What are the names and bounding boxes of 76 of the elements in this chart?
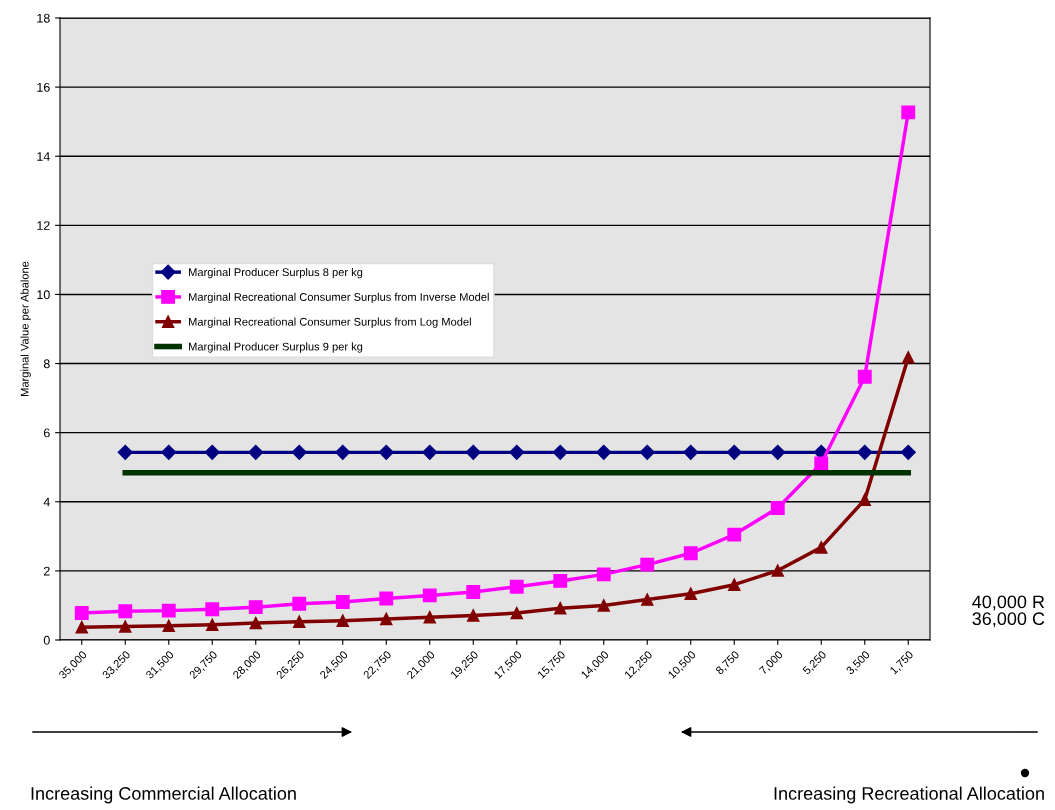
legend-label: Marginal Producer Surplus 9 per kg: [189, 342, 363, 353]
legend-label: Marginal Producer Surplus 8 per kg: [189, 267, 363, 279]
point: [597, 599, 611, 612]
point: [639, 444, 655, 460]
point: [335, 595, 350, 609]
text: Increasing Recreational Allocation: [774, 786, 1044, 804]
point: [683, 444, 699, 460]
point: [291, 444, 307, 460]
point: [553, 601, 567, 615]
point: [857, 369, 872, 384]
point: [161, 444, 177, 460]
point: [249, 616, 263, 630]
point: [553, 573, 568, 588]
point: [118, 604, 133, 619]
legend-label: Marginal Recreational Consumer Surplus from Log Model: [189, 317, 471, 328]
point: [727, 578, 741, 591]
point: [335, 444, 351, 460]
point: [161, 603, 176, 618]
point: [248, 600, 263, 615]
point: [640, 593, 654, 606]
point: [466, 585, 481, 599]
point: [75, 620, 89, 634]
point: [640, 557, 655, 572]
point: [901, 105, 916, 120]
point: [422, 444, 438, 460]
y-tick-label: 8: [43, 359, 50, 369]
point: [814, 456, 829, 471]
y-tick-label: 4: [43, 497, 50, 507]
point: [771, 564, 785, 577]
legend-label: Marginal Recreational Consumer Surplus from Inverse Model: [189, 292, 489, 304]
point: [770, 444, 786, 460]
point: [858, 493, 872, 506]
point: [552, 444, 568, 460]
point: [422, 588, 437, 603]
point: [509, 444, 525, 460]
point: [726, 444, 742, 460]
point: [292, 596, 307, 611]
point: [900, 444, 916, 460]
point: [727, 527, 742, 542]
text: 40,000 R 36,000 C: [972, 595, 1045, 628]
point: [379, 612, 393, 626]
y-tick-label: 16: [37, 82, 50, 92]
point: [901, 351, 915, 364]
point: [292, 615, 306, 628]
point: [770, 501, 785, 515]
point: [74, 606, 89, 620]
point: [379, 591, 394, 606]
point: [248, 444, 264, 460]
point: [204, 444, 220, 460]
point: [596, 444, 612, 460]
point: [814, 541, 828, 554]
point: [162, 619, 176, 633]
y-axis-title: Marginal Value per Abalone: [20, 261, 31, 396]
y-tick-label: 14: [37, 152, 50, 161]
point: [684, 587, 698, 600]
y-tick-label: 10: [37, 290, 50, 300]
point: [596, 567, 611, 582]
point: [118, 620, 132, 633]
point: [510, 606, 524, 620]
point: [117, 444, 133, 460]
point: [465, 444, 481, 460]
y-tick-label: 6: [43, 428, 50, 438]
point: [205, 618, 219, 632]
y-tick-label: 12: [37, 221, 50, 230]
y-tick-label: 18: [37, 13, 50, 23]
point: [423, 610, 437, 624]
y-tick-label: 2: [43, 566, 50, 576]
y-tick-label: 0: [43, 635, 50, 645]
point: [466, 609, 480, 622]
point: [378, 444, 394, 460]
point: [509, 579, 524, 594]
point: [683, 546, 698, 561]
point: [857, 444, 873, 460]
point: [336, 614, 350, 627]
text: Increasing Commercial Allocation: [31, 786, 296, 804]
point: [205, 602, 220, 617]
